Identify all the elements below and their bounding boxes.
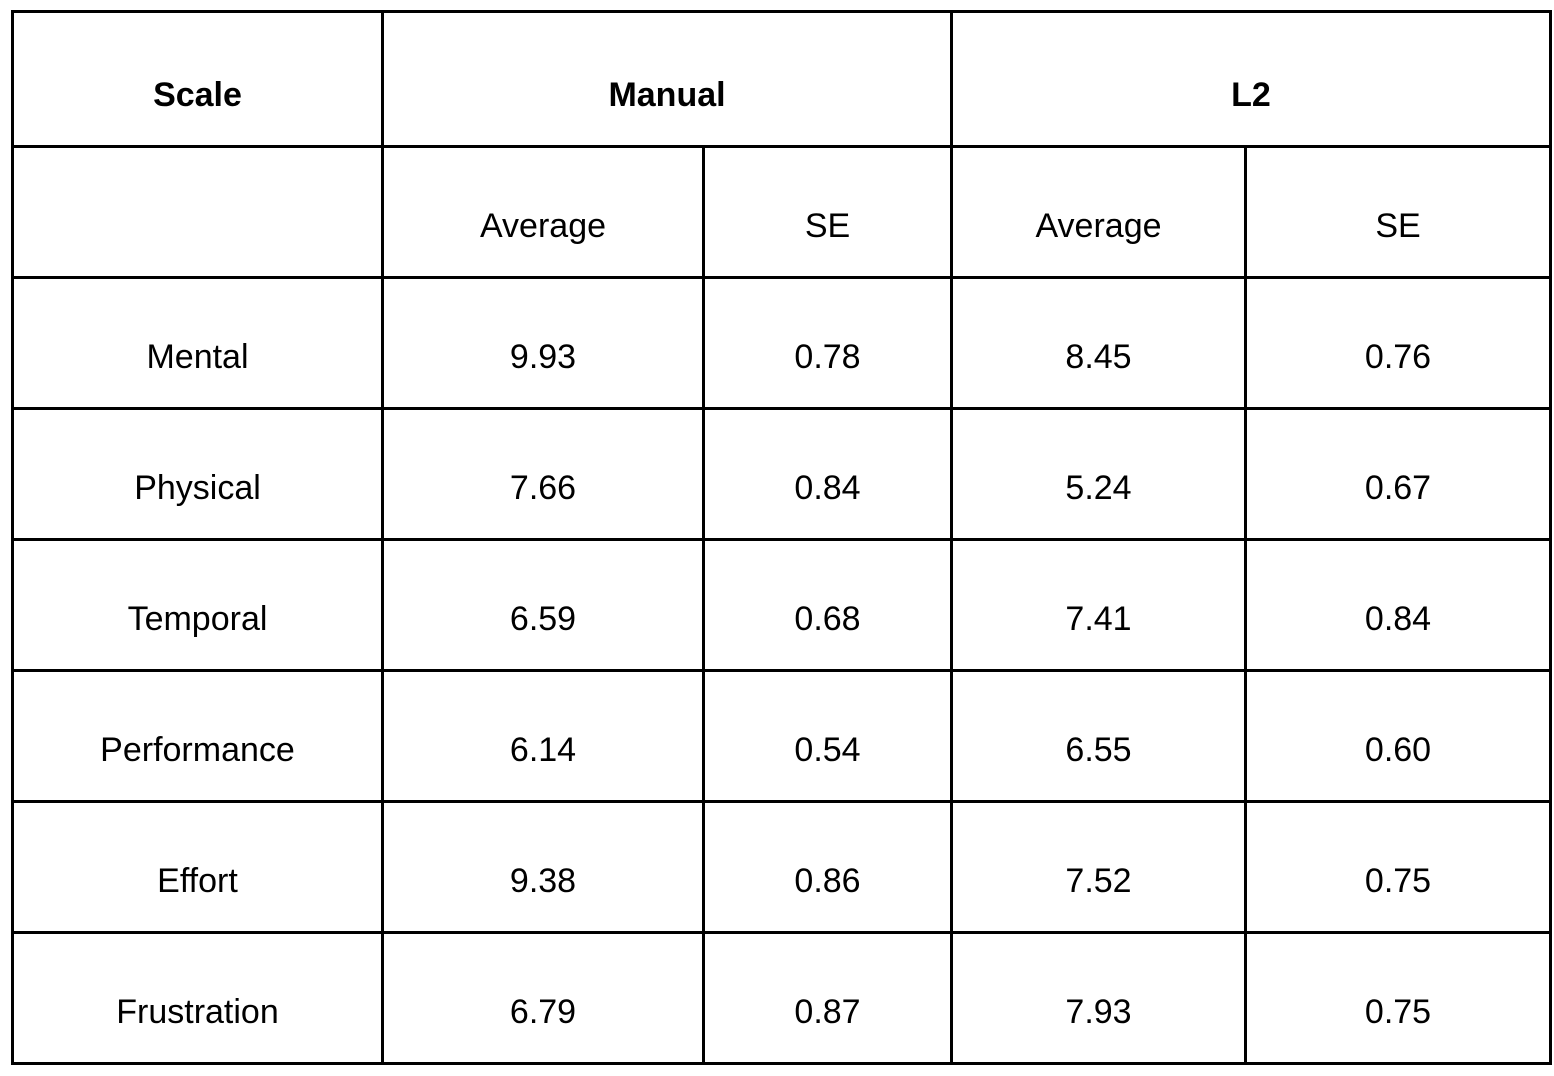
table-row: Physical 7.66 0.84 5.24 0.67 — [11, 407, 1552, 541]
cell-l2-se: 0.76 — [1244, 276, 1552, 410]
cell-scale: Temporal — [11, 538, 384, 672]
table-row: Temporal 6.59 0.68 7.41 0.84 — [11, 538, 1552, 672]
results-table-container: Scale Manual L2 Average SE Average SE Me… — [11, 10, 1552, 1065]
cell-l2-average: 5.24 — [950, 407, 1247, 541]
subheader-l2-average: Average — [950, 145, 1247, 279]
table-row: Performance 6.14 0.54 6.55 0.60 — [11, 669, 1552, 803]
cell-l2-average: 7.41 — [950, 538, 1247, 672]
subheader-l2-se: SE — [1244, 145, 1552, 279]
subheader-manual-se: SE — [702, 145, 953, 279]
header-row: Scale Manual L2 — [11, 10, 1552, 148]
cell-l2-average: 6.55 — [950, 669, 1247, 803]
subheader-row: Average SE Average SE — [11, 145, 1552, 279]
table-row: Mental 9.93 0.78 8.45 0.76 — [11, 276, 1552, 410]
cell-manual-se: 0.54 — [702, 669, 953, 803]
header-manual: Manual — [381, 10, 953, 148]
cell-scale: Frustration — [11, 931, 384, 1065]
cell-l2-se: 0.60 — [1244, 669, 1552, 803]
cell-l2-se: 0.84 — [1244, 538, 1552, 672]
table-row: Frustration 6.79 0.87 7.93 0.75 — [11, 931, 1552, 1065]
cell-l2-average: 7.52 — [950, 800, 1247, 934]
cell-manual-se: 0.84 — [702, 407, 953, 541]
cell-manual-se: 0.78 — [702, 276, 953, 410]
cell-manual-se: 0.86 — [702, 800, 953, 934]
subheader-blank — [11, 145, 384, 279]
cell-manual-average: 6.59 — [381, 538, 705, 672]
cell-manual-average: 9.38 — [381, 800, 705, 934]
cell-manual-average: 6.79 — [381, 931, 705, 1065]
results-table: Scale Manual L2 Average SE Average SE Me… — [11, 10, 1552, 1065]
cell-l2-se: 0.67 — [1244, 407, 1552, 541]
cell-manual-average: 9.93 — [381, 276, 705, 410]
header-l2: L2 — [950, 10, 1552, 148]
cell-scale: Physical — [11, 407, 384, 541]
cell-l2-se: 0.75 — [1244, 931, 1552, 1065]
cell-scale: Effort — [11, 800, 384, 934]
cell-manual-average: 7.66 — [381, 407, 705, 541]
cell-scale: Mental — [11, 276, 384, 410]
cell-manual-se: 0.68 — [702, 538, 953, 672]
cell-manual-se: 0.87 — [702, 931, 953, 1065]
cell-manual-average: 6.14 — [381, 669, 705, 803]
subheader-manual-average: Average — [381, 145, 705, 279]
header-scale: Scale — [11, 10, 384, 148]
cell-l2-average: 7.93 — [950, 931, 1247, 1065]
cell-l2-average: 8.45 — [950, 276, 1247, 410]
cell-scale: Performance — [11, 669, 384, 803]
cell-l2-se: 0.75 — [1244, 800, 1552, 934]
table-row: Effort 9.38 0.86 7.52 0.75 — [11, 800, 1552, 934]
